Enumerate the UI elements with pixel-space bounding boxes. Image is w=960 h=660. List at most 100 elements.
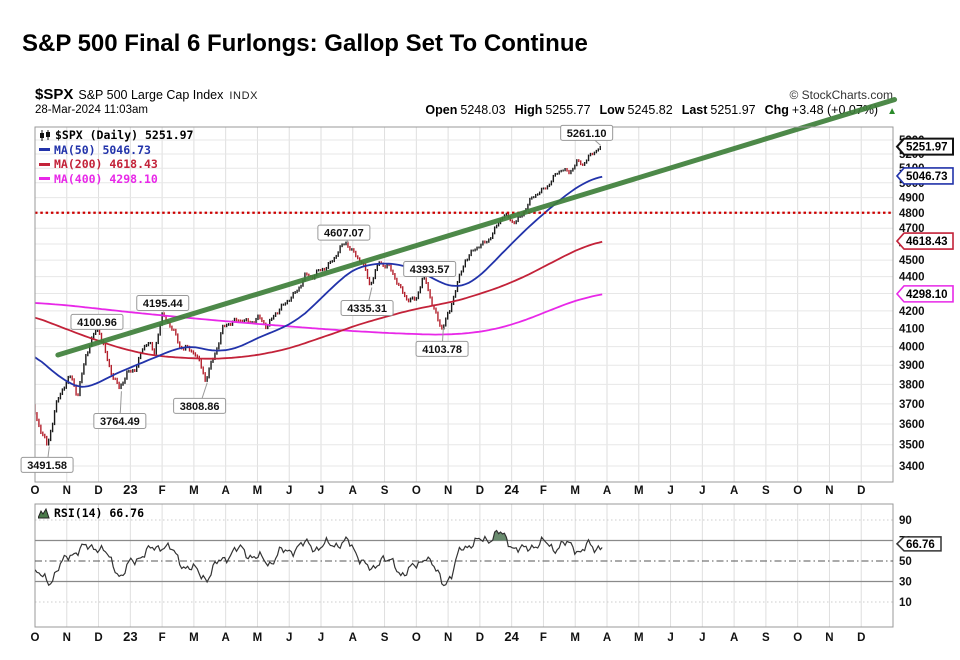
x-axis-label: A	[603, 485, 611, 497]
ma200-swatch-icon	[39, 162, 50, 166]
rsi-axis-label: 66.76	[906, 539, 935, 551]
x-axis-label: O	[412, 485, 421, 497]
quote-low: Low 5245.82	[599, 103, 673, 117]
annotation-label: 4103.78	[422, 344, 462, 356]
x-axis-label: A	[349, 632, 357, 644]
annotation-box	[173, 397, 227, 414]
indicator-area-icon	[38, 507, 50, 518]
ma400-line	[35, 293, 603, 336]
annotation-pointer	[441, 327, 444, 349]
x-axis-label: F	[540, 485, 547, 497]
x-axis-label: D	[857, 485, 865, 497]
x-axis-label: A	[222, 485, 230, 497]
rsi-axis-label: 50	[899, 556, 912, 568]
y-axis-label: 5200	[899, 149, 925, 161]
annotation-label: 5261.10	[567, 128, 607, 140]
ma200-line	[35, 240, 603, 360]
annotation-label: 4195.44	[143, 298, 184, 310]
y-axis-label: 4800	[899, 208, 925, 220]
x-axis-label: J	[286, 632, 292, 644]
annotation-pointer	[96, 321, 101, 329]
x-axis-label: D	[857, 632, 865, 644]
x-axis-label: D	[476, 485, 484, 497]
price-axis-label: 4298.10	[906, 289, 948, 301]
y-axis-label: 3900	[899, 360, 925, 372]
x-axis-label: D	[94, 485, 102, 497]
y-axis-label: 4900	[899, 193, 925, 205]
x-axis-label: A	[349, 485, 357, 497]
y-axis-label: 5100	[899, 163, 925, 175]
x-axis-label: J	[286, 485, 292, 497]
x-axis-label: 23	[123, 629, 137, 644]
y-axis-label: 4100	[899, 324, 925, 336]
x-axis-label: M	[253, 632, 263, 644]
y-axis-label: 4400	[899, 272, 925, 284]
legend-ma50: MA(50) 5046.73	[39, 143, 193, 158]
x-axis-label: M	[634, 485, 644, 497]
page-title: S&P 500 Final 6 Furlongs: Gallop Set To …	[22, 30, 588, 57]
rsi-axis-label: 90	[899, 515, 912, 527]
x-axis-label: N	[825, 485, 833, 497]
y-axis-label: 3400	[899, 461, 925, 473]
quote-chg: Chg +3.48 (+0.07%)	[764, 103, 879, 117]
rsi-axis-label: 30	[899, 577, 912, 589]
x-axis-label: J	[699, 632, 705, 644]
up-arrow-icon: ▲	[887, 106, 897, 117]
annotation-pointer	[46, 446, 50, 465]
x-axis-label: D	[476, 632, 484, 644]
annotation-label: 3764.49	[100, 416, 140, 428]
x-axis-label: F	[159, 632, 166, 644]
x-axis-label: M	[570, 485, 580, 497]
x-axis-label: O	[31, 485, 40, 497]
index-name: S&P 500 Large Cap Index	[78, 88, 224, 102]
annotation-pointer	[425, 268, 431, 278]
x-axis-label: A	[730, 632, 738, 644]
y-axis-label: 4200	[899, 306, 925, 318]
quote-open: Open 5248.03	[425, 103, 506, 117]
annotation-label: 3808.86	[180, 401, 220, 413]
x-axis-label: N	[825, 632, 833, 644]
ma50-swatch-icon	[39, 148, 50, 152]
rsi-legend: RSI(14) 66.76	[38, 506, 144, 520]
annotation-pointer	[119, 391, 122, 421]
ma400-swatch-icon	[39, 177, 50, 181]
x-axis-label: S	[762, 485, 770, 497]
x-axis-label: N	[63, 485, 71, 497]
annotation-pointer	[199, 382, 208, 407]
annotation-label: 4100.96	[77, 317, 117, 329]
x-axis-label: J	[318, 632, 324, 644]
x-axis-label: M	[634, 632, 644, 644]
annotation-box	[403, 261, 457, 278]
x-axis-label: D	[94, 632, 102, 644]
price-axis-label: 5046.73	[906, 171, 948, 183]
price-axis-box	[895, 167, 954, 185]
rsi-curve	[35, 529, 603, 587]
x-axis-label: O	[793, 485, 802, 497]
x-axis-label: S	[381, 485, 389, 497]
quote-last: Last 5251.97	[681, 103, 756, 117]
annotation-box	[136, 294, 190, 311]
x-axis-label: M	[570, 632, 580, 644]
x-axis-label: O	[412, 632, 421, 644]
ma400-line	[35, 293, 603, 336]
y-axis-label: 5000	[899, 178, 925, 190]
legend-ma400: MA(400) 4298.10	[39, 172, 193, 187]
price-series	[35, 146, 601, 446]
copyright: © StockCharts.com	[789, 88, 893, 102]
legend-ma200: MA(200) 4618.43	[39, 157, 193, 172]
annotation-box	[70, 313, 124, 330]
y-axis-label: 4600	[899, 239, 925, 251]
x-axis-label: A	[730, 485, 738, 497]
symbol: $SPX	[35, 86, 74, 103]
price-axis-box	[895, 137, 954, 156]
legend-price: $SPX (Daily) 5251.97	[39, 128, 193, 143]
x-axis-label: J	[667, 632, 673, 644]
x-axis-label: 24	[504, 629, 519, 644]
y-axis-label: 3800	[899, 379, 925, 391]
rsi-plot-border	[34, 503, 894, 628]
quote-high: High 5255.77	[514, 103, 591, 117]
annotation-label: 4335.31	[347, 303, 387, 315]
annotation-pointer	[366, 287, 373, 309]
x-axis-label: S	[381, 632, 389, 644]
rsi-axis-label: 10	[899, 597, 912, 609]
